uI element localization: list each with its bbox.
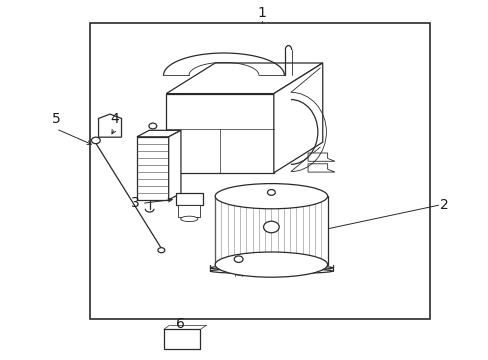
Text: 5: 5	[52, 112, 61, 126]
Polygon shape	[166, 63, 322, 94]
Polygon shape	[307, 153, 334, 161]
Circle shape	[263, 221, 279, 233]
Circle shape	[158, 248, 164, 253]
Text: 4: 4	[110, 112, 119, 126]
Circle shape	[91, 137, 100, 144]
Bar	[90, 23, 429, 319]
Polygon shape	[98, 114, 121, 137]
Polygon shape	[168, 130, 181, 200]
Circle shape	[148, 123, 156, 129]
Text: 6: 6	[176, 317, 185, 331]
Polygon shape	[273, 63, 322, 173]
Text: 1: 1	[257, 6, 265, 19]
Polygon shape	[137, 130, 181, 137]
Bar	[176, 193, 203, 205]
Ellipse shape	[215, 252, 327, 277]
Ellipse shape	[181, 216, 197, 222]
Ellipse shape	[210, 265, 332, 270]
Text: 3: 3	[130, 197, 139, 210]
Text: 2: 2	[439, 198, 448, 212]
Bar	[163, 329, 200, 349]
Bar	[178, 205, 200, 217]
Bar	[137, 137, 168, 200]
Circle shape	[234, 256, 243, 262]
Circle shape	[267, 190, 275, 195]
Polygon shape	[307, 164, 334, 172]
Ellipse shape	[215, 184, 327, 209]
Ellipse shape	[210, 269, 332, 274]
Bar	[166, 94, 273, 173]
